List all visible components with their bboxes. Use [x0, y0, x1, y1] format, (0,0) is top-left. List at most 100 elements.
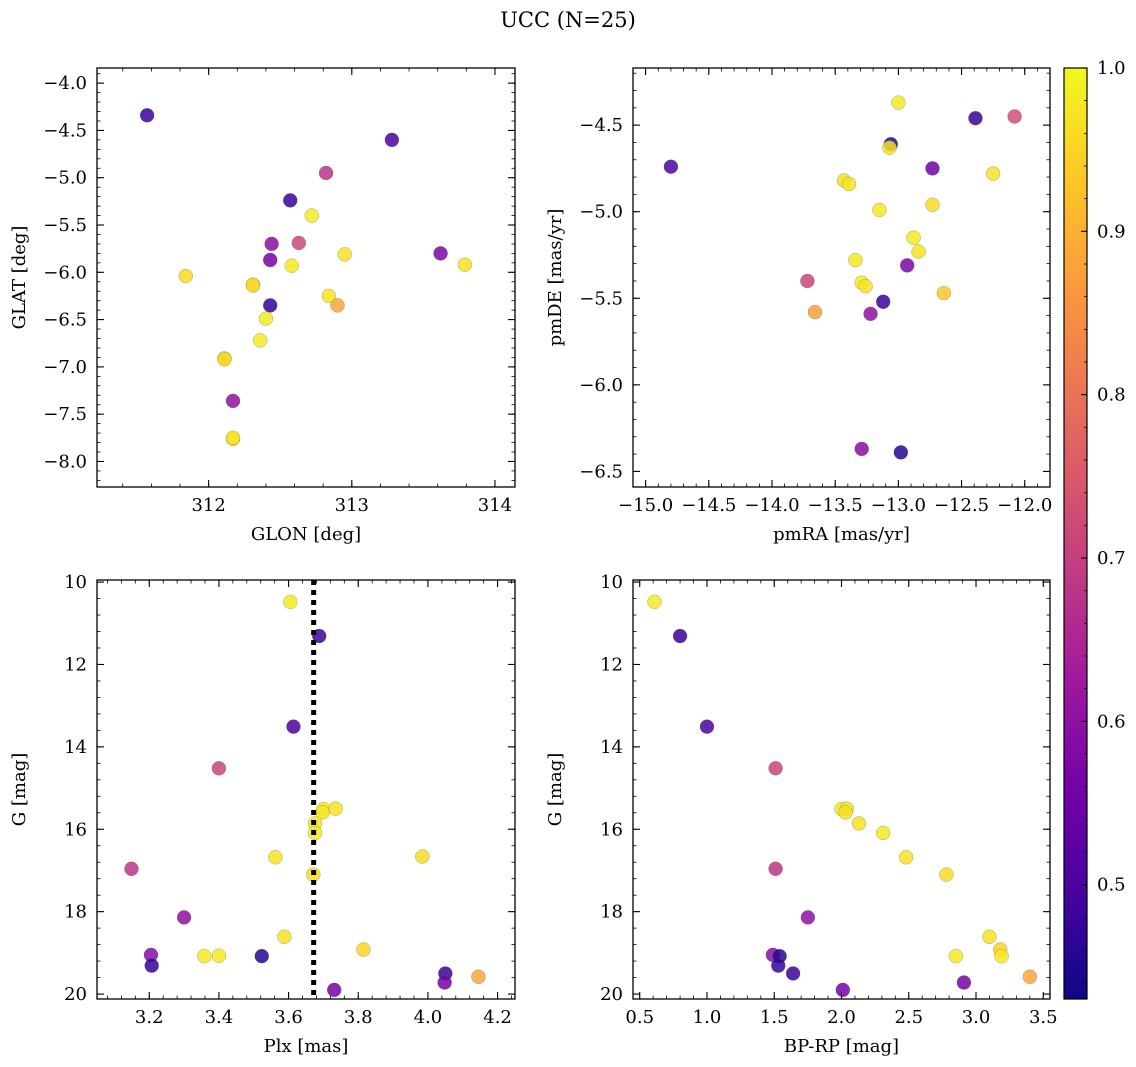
- data-point: [211, 948, 227, 963]
- y-tick-label: 18: [64, 902, 87, 923]
- y-tick-label: −6.0: [43, 262, 87, 283]
- data-point: [900, 258, 915, 273]
- x-tick-label: −12.0: [997, 495, 1052, 516]
- y-tick-label: −5.5: [579, 288, 623, 309]
- data-point: [327, 982, 342, 998]
- data-point: [771, 958, 786, 973]
- data-point: [197, 948, 212, 964]
- data-point: [457, 257, 473, 272]
- x-tick-label: 3.6: [274, 1007, 303, 1028]
- x-tick-label: 1.0: [693, 1007, 722, 1028]
- colorbar: 0.5 0.6 0.7 0.8 0.9 1.0: [1063, 58, 1126, 1000]
- x-axis-label: Plx [mas]: [264, 1036, 349, 1057]
- x-tick-label: 2.5: [894, 1007, 923, 1028]
- y-tick-label: −7.5: [43, 404, 87, 425]
- y-tick-label: −5.0: [579, 202, 623, 223]
- x-axis-label: pmRA [mas/yr]: [773, 524, 910, 545]
- y-tick-label: −4.0: [43, 73, 87, 94]
- x-tick-label: −13.5: [808, 495, 863, 516]
- panel-bottom-right: 0.5 1.0 1.5 2.0 2.5 3.0 3.5 10 12 14 16 18 20 BP-RP […: [545, 572, 1058, 1057]
- data-point: [985, 166, 1001, 181]
- axes-frame: [632, 67, 1051, 488]
- colorbar-tick-label: 0.5: [1097, 875, 1126, 896]
- data-point: [838, 805, 853, 820]
- y-tick-label: 14: [64, 737, 87, 758]
- y-axis-label: G [mag]: [545, 753, 566, 826]
- data-point: [647, 594, 662, 610]
- y-axis-label: G [mag]: [9, 753, 30, 826]
- x-tick-label: 4.0: [414, 1007, 443, 1028]
- data-point: [672, 628, 688, 644]
- data-point: [982, 929, 997, 944]
- panels: 312 313 314 −8.0 −7.5 −7.0 −6.5 −6.0 −5.5 −5.0 −4.…: [9, 67, 1058, 1057]
- y-axis-label: GLAT [deg]: [9, 226, 30, 330]
- colorbar-tick-label: 1.0: [1097, 58, 1126, 79]
- panel-top-right: −15.0 −14.5 −14.0 −13.5 −13.0 −12.5 −12.0 −6.5 −…: [545, 67, 1052, 545]
- data-point: [1007, 109, 1022, 124]
- data-point: [948, 948, 964, 964]
- data-point: [437, 975, 452, 990]
- x-tick-label: 2.0: [827, 1007, 856, 1028]
- data-point: [286, 719, 301, 734]
- y-tick-label: 12: [64, 654, 87, 675]
- data-point: [356, 942, 371, 957]
- y-tick-label: −8.0: [43, 451, 87, 472]
- data-point: [876, 825, 891, 841]
- data-point: [800, 910, 816, 925]
- x-tick-label: 312: [191, 495, 225, 516]
- data-point: [268, 850, 283, 865]
- data-point: [139, 108, 155, 123]
- y-tick-label: 18: [600, 902, 623, 923]
- data-point: [939, 867, 954, 882]
- data-point: [471, 969, 486, 984]
- colorbar-tick-label: 0.7: [1097, 548, 1126, 569]
- data-point: [225, 430, 241, 446]
- x-tick-label: 313: [335, 495, 369, 516]
- colorbar-tick-label: 0.9: [1097, 221, 1126, 242]
- y-tick-label: −6.0: [579, 375, 623, 396]
- y-tick-label: 16: [64, 819, 87, 840]
- y-axis-label: pmDE [mas/yr]: [545, 209, 566, 347]
- data-point: [906, 230, 921, 245]
- data-point: [304, 208, 319, 223]
- data-point: [768, 761, 783, 776]
- data-point: [835, 982, 851, 998]
- y-tick-label: −6.5: [579, 461, 623, 482]
- data-point: [263, 252, 278, 268]
- data-point: [800, 273, 815, 289]
- y-tick-label: −6.5: [43, 310, 87, 331]
- x-tick-label: −12.5: [934, 495, 989, 516]
- data-point: [785, 966, 801, 981]
- y-tick-label: 16: [600, 819, 623, 840]
- x-tick-label: 1.5: [760, 1007, 789, 1028]
- y-tick-label: −4.5: [579, 115, 623, 136]
- data-point: [911, 244, 926, 259]
- x-tick-label: −15.0: [618, 495, 673, 516]
- colorbar-tick-label: 0.6: [1097, 711, 1126, 732]
- data-point: [211, 761, 227, 776]
- data-point: [178, 268, 193, 284]
- data-point: [858, 278, 873, 294]
- data-point: [956, 975, 972, 990]
- data-point: [1022, 969, 1038, 984]
- panel-top-left: 312 313 314 −8.0 −7.5 −7.0 −6.5 −6.0 −5.5 −5.0 −4.…: [9, 67, 516, 545]
- data-point: [225, 393, 241, 409]
- data-point: [252, 333, 268, 348]
- data-point: [925, 161, 940, 176]
- x-tick-label: 314: [478, 495, 512, 516]
- y-tick-label: 14: [600, 737, 623, 758]
- data-point: [898, 850, 914, 865]
- x-tick-label: 0.5: [625, 1007, 654, 1028]
- data-point: [936, 285, 952, 301]
- x-tick-label: 3.5: [1029, 1007, 1058, 1028]
- x-axis-label: GLON [deg]: [251, 524, 361, 545]
- scatter-points: [647, 594, 1038, 998]
- y-tick-label: 20: [600, 984, 623, 1005]
- y-tick-label: 10: [600, 572, 623, 593]
- data-point: [277, 929, 292, 944]
- colorbar-tick-label: 0.8: [1097, 385, 1126, 406]
- data-point: [176, 910, 192, 925]
- panel-bottom-left: 3.2 3.4 3.6 3.8 4.0 4.2 10 12 14 16 18 20 Plx [mas] G…: [9, 572, 516, 1057]
- data-point: [415, 849, 430, 864]
- data-point: [848, 252, 863, 268]
